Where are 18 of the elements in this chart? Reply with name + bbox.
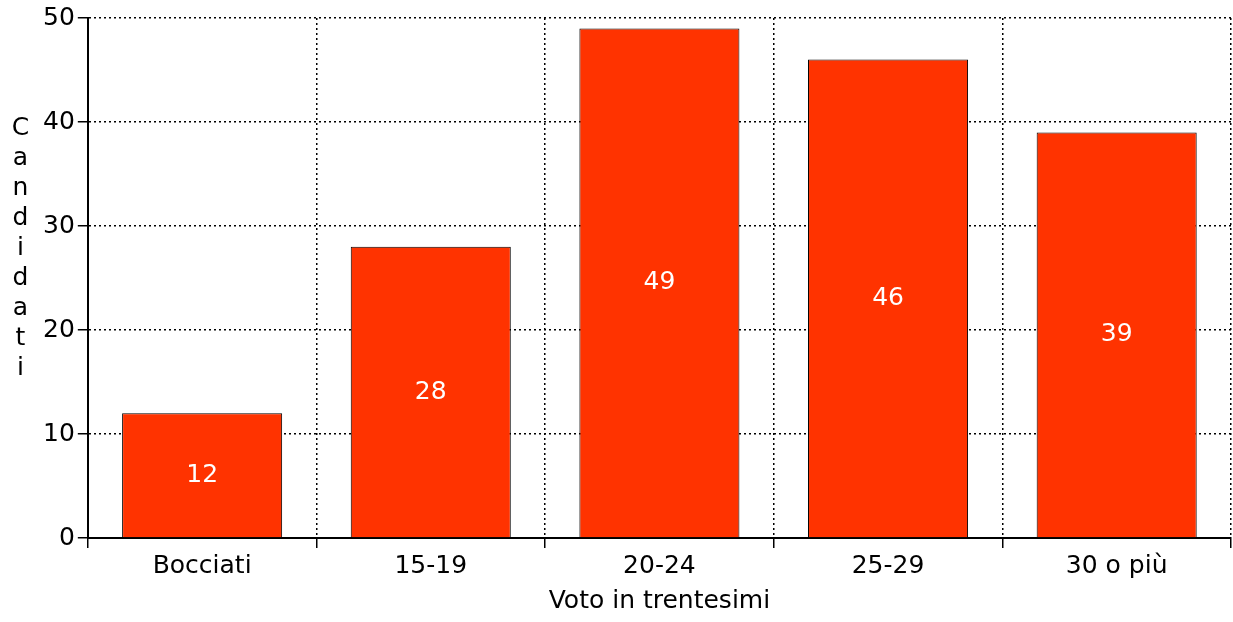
x-tick-label: 30 o più xyxy=(1065,549,1168,579)
y-tick-label: 20 xyxy=(43,313,75,343)
x-tick-label: 20-24 xyxy=(623,549,696,579)
y-axis-title: Candidati xyxy=(6,112,35,382)
y-tick-label: 0 xyxy=(58,521,75,551)
x-tick-label: 25-29 xyxy=(851,549,925,579)
x-axis-title: Voto in trentesimi xyxy=(548,584,771,614)
y-tick-label: 10 xyxy=(43,417,75,447)
y-tick-label: 40 xyxy=(43,105,75,135)
data-label: 49 xyxy=(643,266,676,296)
y-tick-label: 50 xyxy=(43,1,75,31)
data-label: 46 xyxy=(872,281,904,311)
x-tick-label: Bocciati xyxy=(152,549,252,579)
data-label: 12 xyxy=(186,458,219,488)
y-tick-label: 30 xyxy=(43,209,75,239)
data-label: 39 xyxy=(1100,318,1133,348)
x-tick-label: 15-19 xyxy=(394,549,468,579)
data-label: 28 xyxy=(414,375,447,405)
